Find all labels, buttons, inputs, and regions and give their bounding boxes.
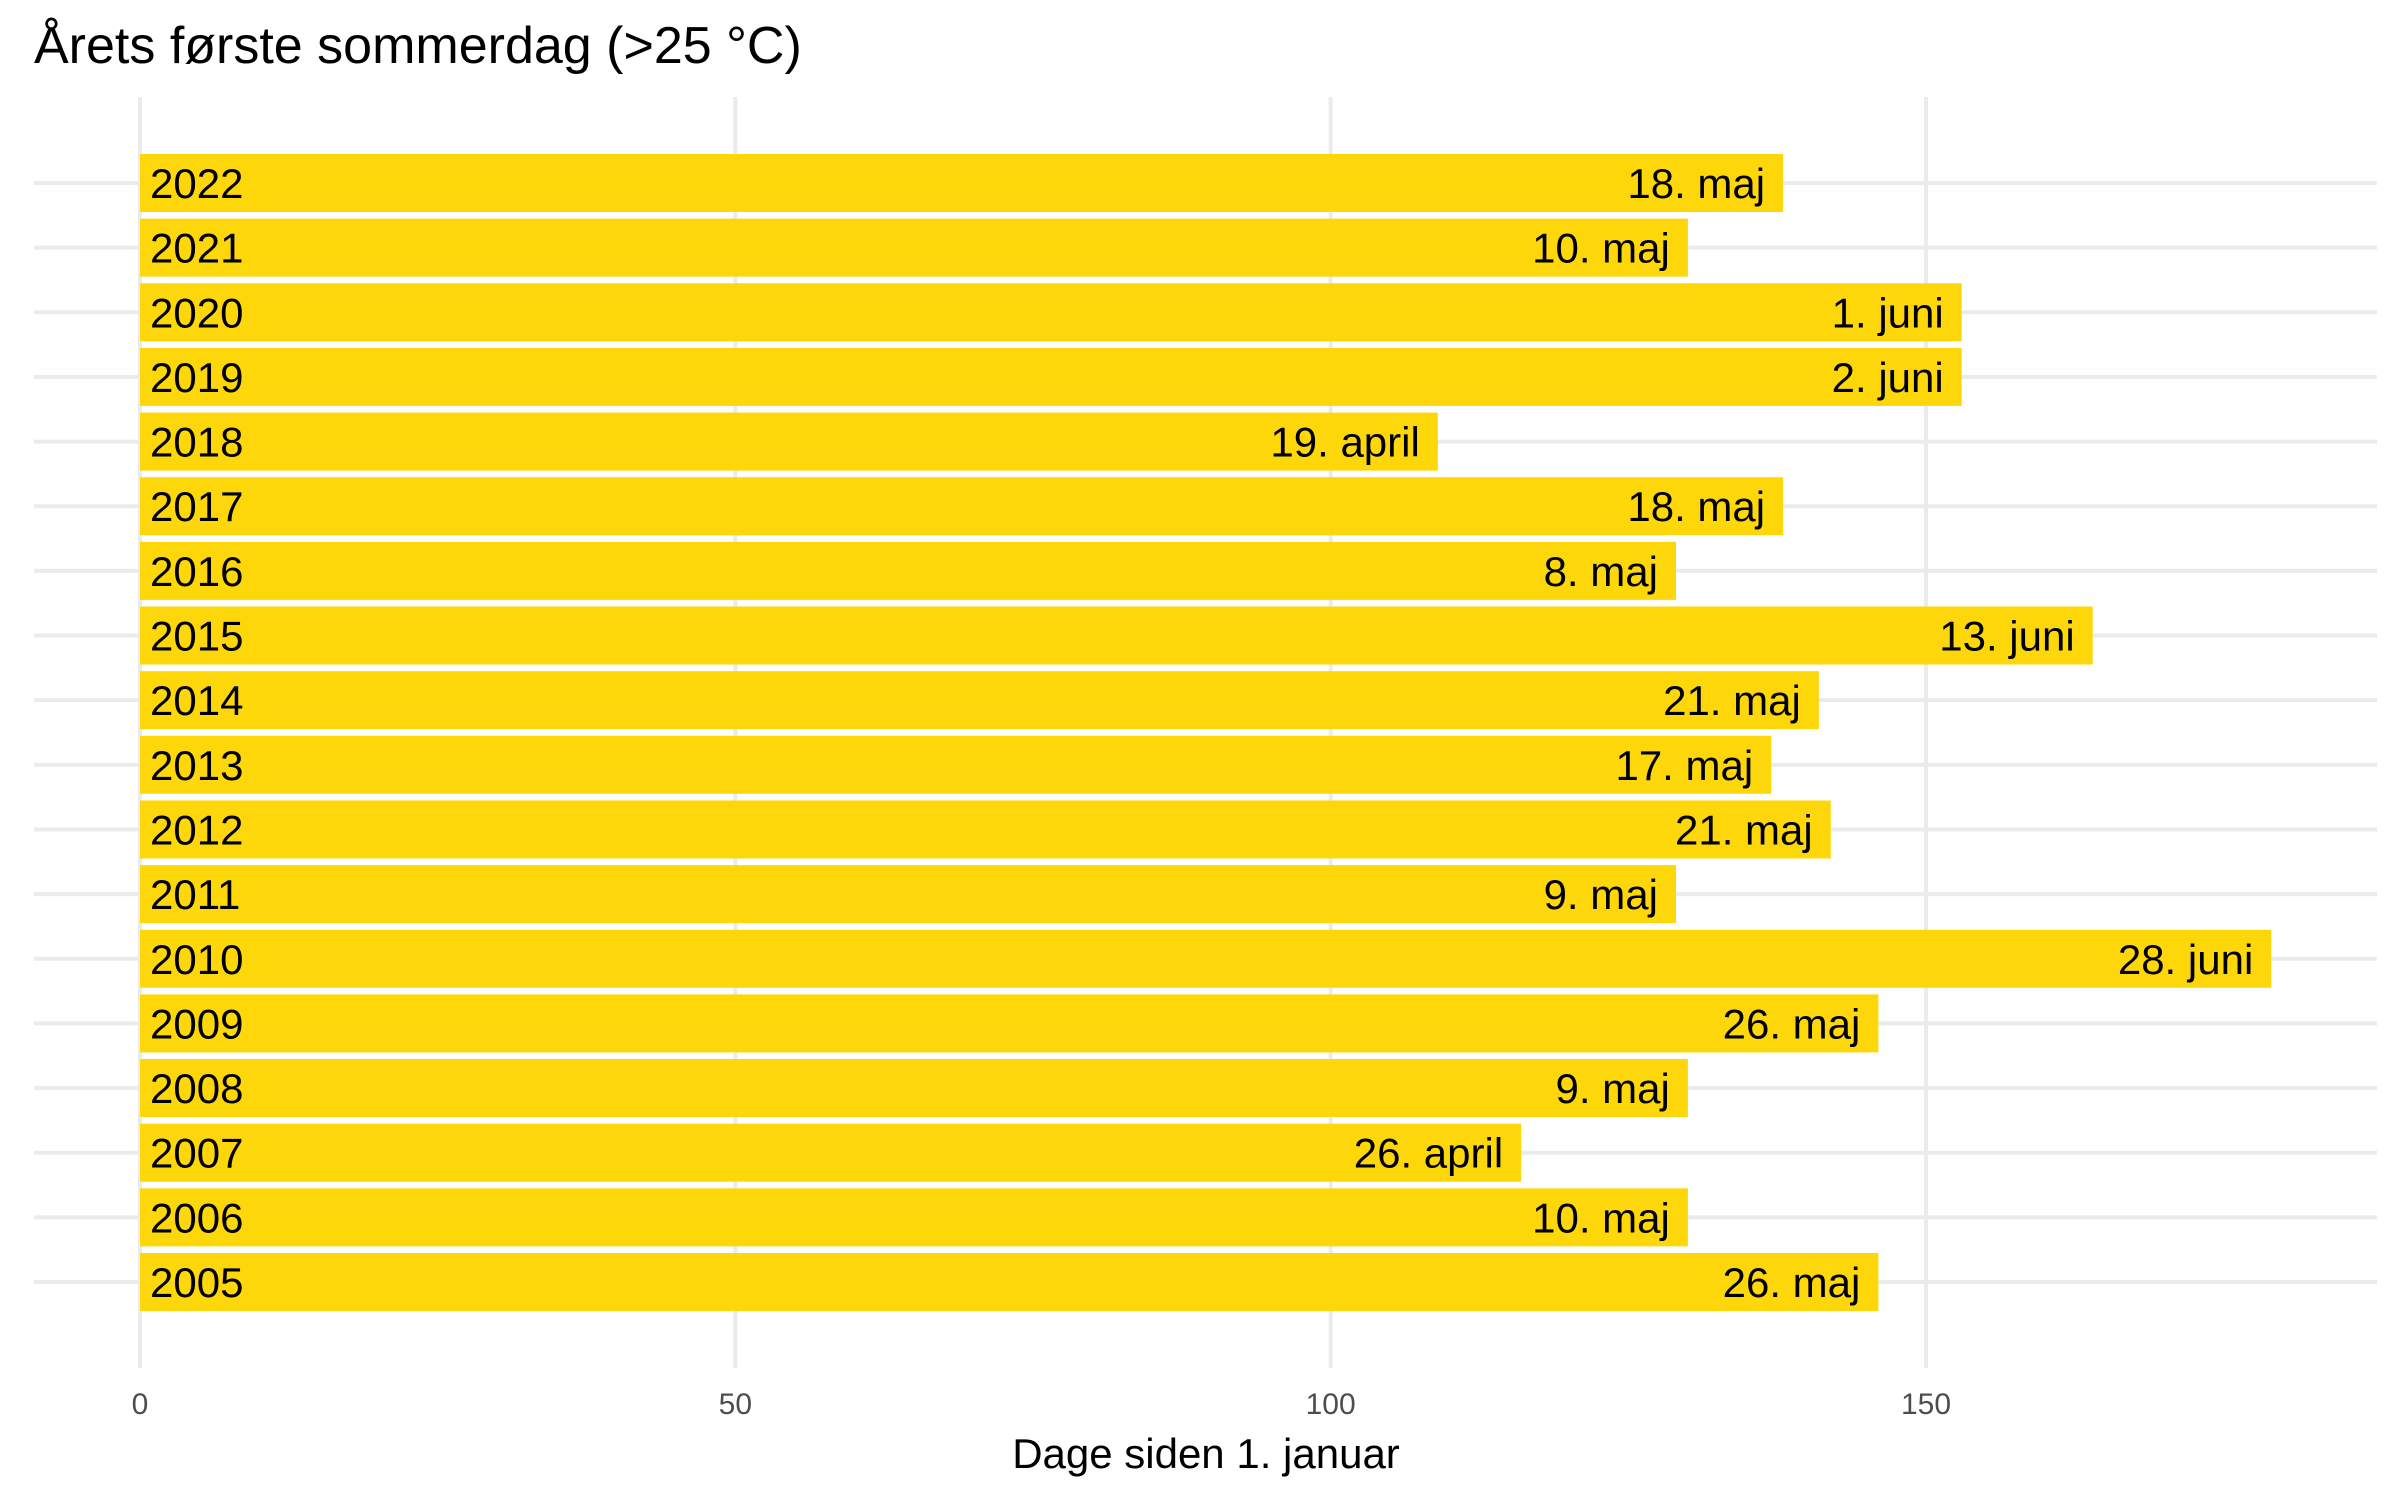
bar-year-label: 2019 [150,354,243,401]
bar-year-label: 2016 [150,548,243,595]
bar-group-2009: 2009 26. maj [140,994,1879,1053]
bar-2021 [140,218,1688,277]
x-axis-title: Dage siden 1. januar [1012,1430,1400,1477]
bar-date-label: 26. maj [1723,1000,1861,1047]
bar-2022 [140,154,1784,212]
bar-group-2013: 2013 17. maj [140,735,1772,794]
bar-group-2014: 2014 21. maj [140,671,1819,730]
bar-2013 [140,735,1772,794]
bar-date-label: 9. maj [1544,871,1658,918]
bar-year-label: 2008 [150,1065,243,1112]
bar-date-label: 21. maj [1675,806,1813,853]
bar-date-label: 1. juni [1832,289,1944,336]
bar-2006 [140,1188,1688,1247]
bar-date-label: 26. maj [1723,1259,1861,1306]
bar-date-label: 21. maj [1663,677,1801,724]
bar-year-label: 2014 [150,677,243,724]
x-axis-tick-labels: 0 50 100 150 [132,1388,1951,1421]
bar-2016 [140,541,1676,600]
bar-year-label: 2006 [150,1194,243,1241]
bar-date-label: 9. maj [1555,1065,1669,1112]
bar-year-label: 2013 [150,742,243,789]
bars: 2022 18. maj 2021 10. maj 2020 1. juni 2019 2. … [140,154,2272,1311]
bar-year-label: 2011 [150,871,240,918]
bar-group-2018: 2018 19. april [140,412,1438,471]
bar-group-2011: 2011 9. maj [140,865,1676,924]
bar-date-label: 19. april [1270,419,1419,466]
bar-group-2019: 2019 2. juni [140,347,1962,406]
bar-date-label: 8. maj [1544,548,1658,595]
bar-date-label: 13. juni [1939,613,2074,660]
bar-group-2012: 2012 21. maj [140,800,1831,859]
bar-year-label: 2021 [150,225,243,272]
chart-title: Årets første sommerdag (>25 °C) [34,17,802,75]
bar-2010 [140,929,2272,988]
bar-year-label: 2007 [150,1130,243,1177]
bar-2005 [140,1253,1879,1311]
x-tick-label: 100 [1306,1388,1356,1421]
bar-2008 [140,1059,1688,1118]
bar-2020 [140,283,1962,342]
x-tick-label: 0 [132,1388,149,1421]
bar-date-label: 26. april [1354,1130,1503,1177]
bar-date-label: 18. maj [1627,483,1765,530]
x-tick-label: 150 [1901,1388,1951,1421]
bar-date-label: 10. maj [1532,1194,1670,1241]
bar-year-label: 2020 [150,289,243,336]
bar-2015 [140,606,2093,665]
bar-2019 [140,347,1962,406]
bar-2007 [140,1123,1522,1182]
bar-group-2017: 2017 18. maj [140,477,1784,536]
bar-year-label: 2005 [150,1259,243,1306]
bar-date-label: 17. maj [1615,742,1753,789]
bar-group-2008: 2008 9. maj [140,1059,1688,1118]
bar-group-2020: 2020 1. juni [140,283,1962,342]
x-tick-label: 50 [719,1388,752,1421]
bar-group-2007: 2007 26. april [140,1123,1522,1182]
bar-group-2021: 2021 10. maj [140,218,1688,277]
bar-year-label: 2010 [150,936,243,983]
horizontal-gridlines [34,181,2377,1284]
bar-year-label: 2009 [150,1000,243,1047]
bar-date-label: 18. maj [1627,160,1765,207]
bar-date-label: 10. maj [1532,225,1670,272]
bar-year-label: 2022 [150,160,243,207]
bar-group-2015: 2015 13. juni [140,606,2093,665]
bar-group-2016: 2016 8. maj [140,541,1676,600]
bar-2012 [140,800,1831,859]
bar-year-label: 2012 [150,806,243,853]
bar-date-label: 28. juni [2118,936,2253,983]
bar-group-2005: 2005 26. maj [140,1253,1879,1311]
bar-year-label: 2017 [150,483,243,530]
bar-year-label: 2018 [150,419,243,466]
bar-group-2010: 2010 28. juni [140,929,2272,988]
bar-2017 [140,477,1784,536]
bar-group-2022: 2022 18. maj [140,154,1784,212]
bar-date-label: 2. juni [1832,354,1944,401]
bar-2009 [140,994,1879,1053]
bar-group-2006: 2006 10. maj [140,1188,1688,1247]
bar-year-label: 2015 [150,613,243,660]
bar-2011 [140,865,1676,924]
bar-2018 [140,412,1438,471]
bar-2014 [140,671,1819,730]
